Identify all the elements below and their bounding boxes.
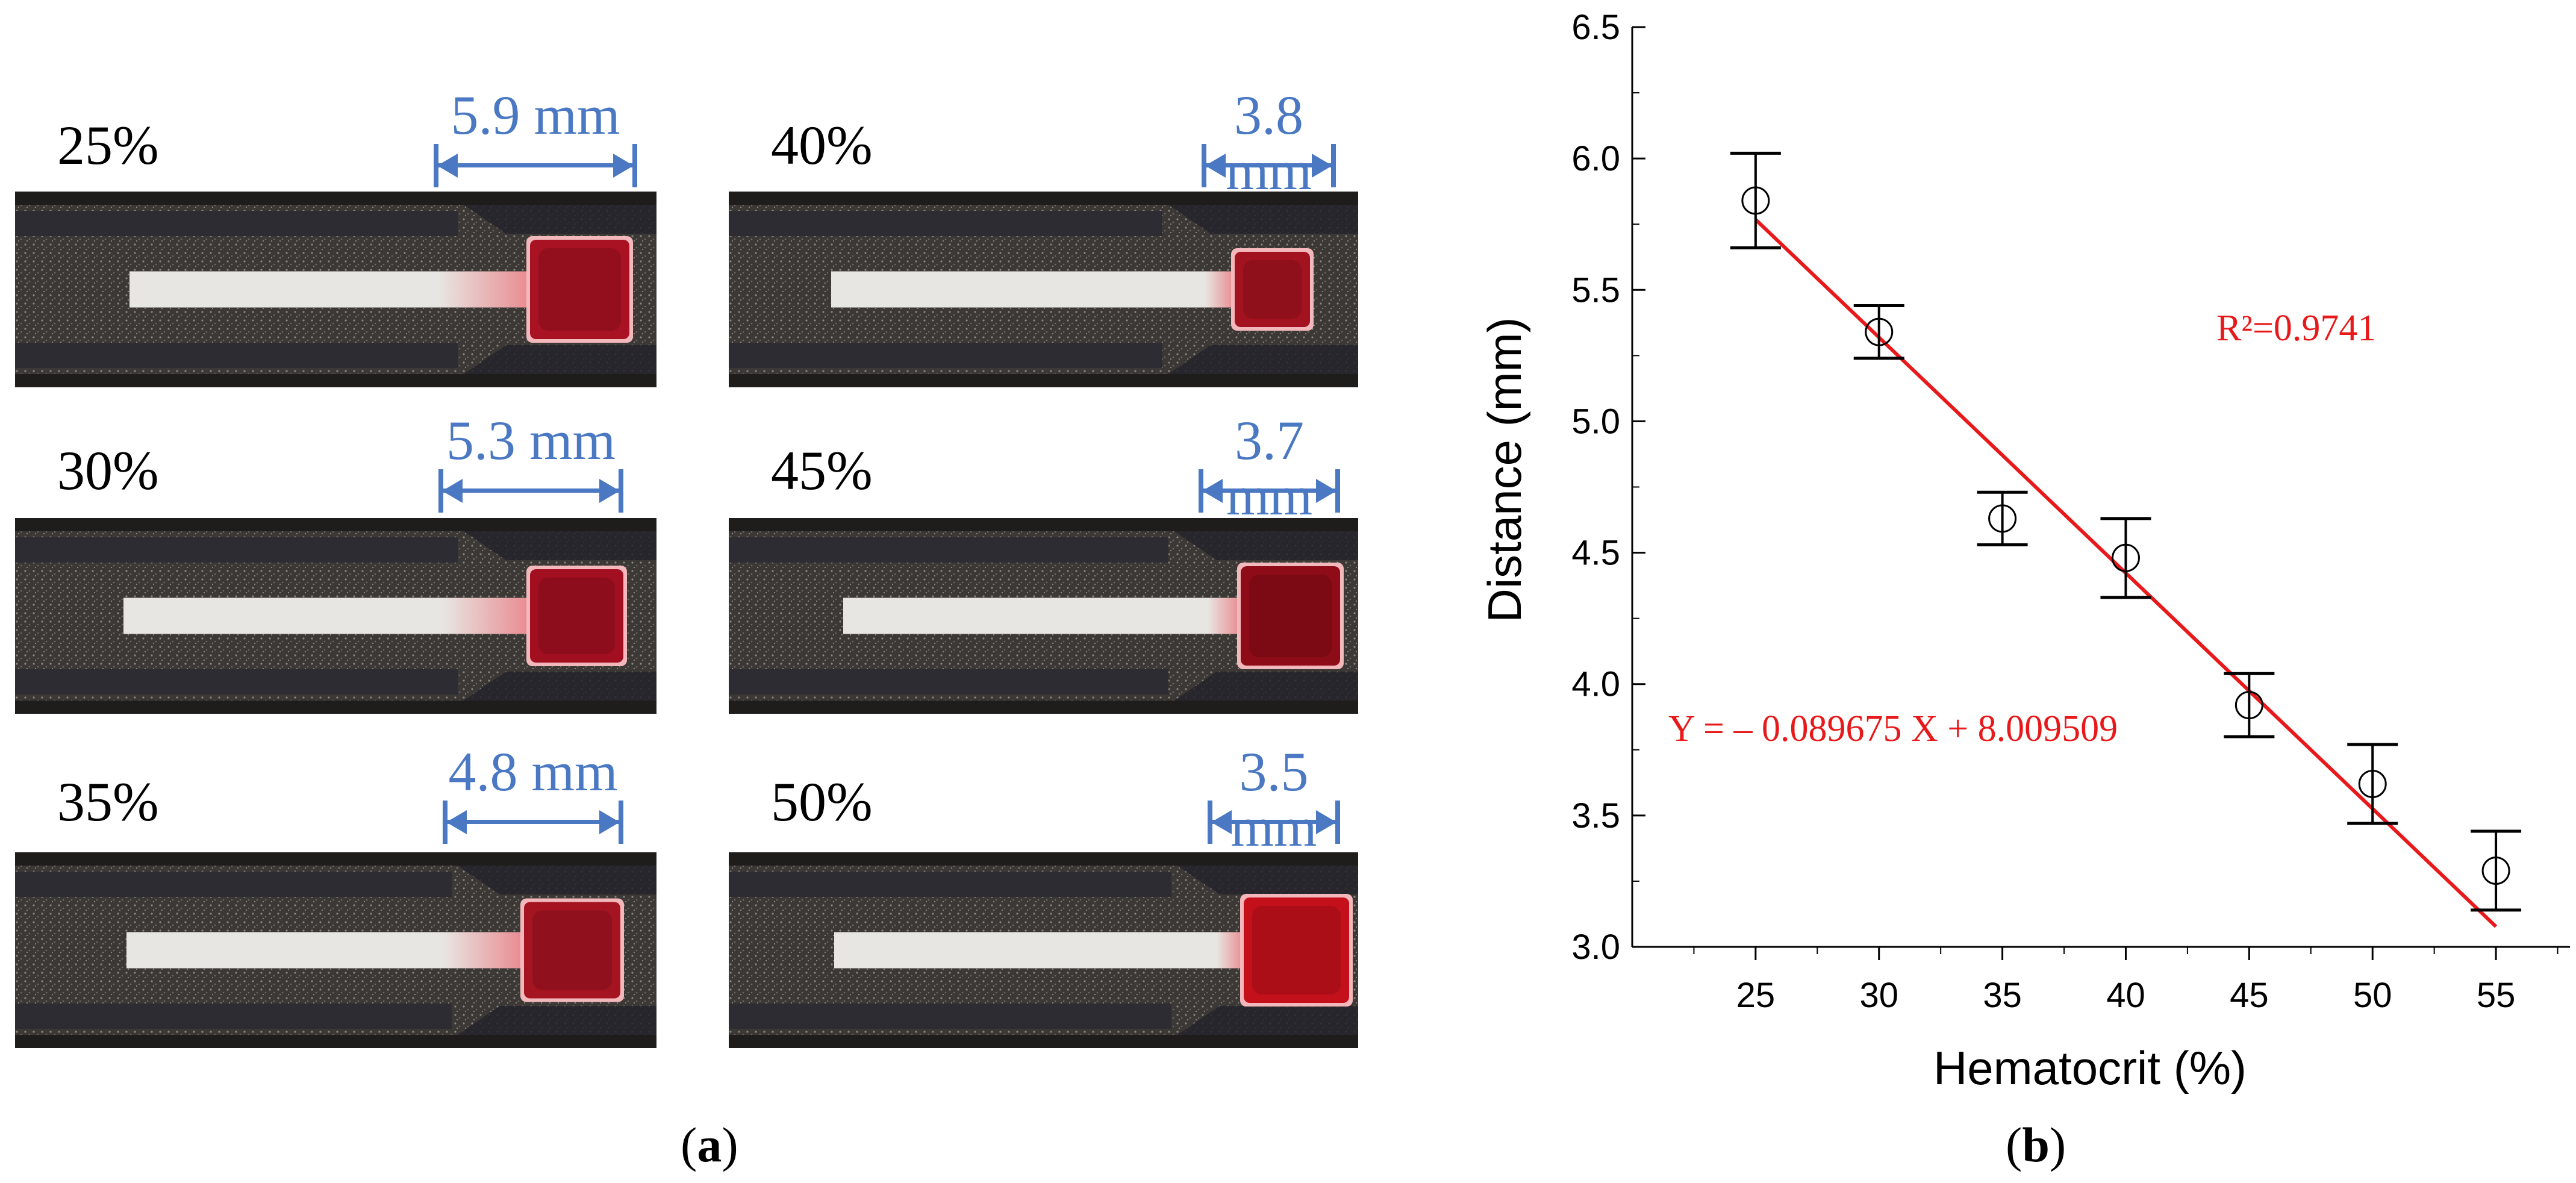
- scatter-chart: 3.0 3.5 4.0 4.5 5.0 5.5 6.0 6.5 25 30 35 40 45 50 55 Y…: [1478, 8, 2570, 1094]
- dimension-arrow: [1199, 466, 1340, 514]
- chart-axes: 3.0 3.5 4.0 4.5 5.0 5.5 6.0 6.5 25 30 35 40 45 50 55: [1571, 8, 2570, 1015]
- test-strip-photo: [15, 518, 656, 714]
- distance-measurement: 4.8 mm: [448, 741, 618, 802]
- data-point: [1730, 151, 1781, 249]
- hematocrit-label: 45%: [771, 440, 873, 501]
- hematocrit-label: 35%: [57, 771, 159, 832]
- distance-measurement: 3.7 mm: [1226, 410, 1313, 526]
- distance-measurement: 5.3 mm: [446, 410, 616, 471]
- distance-measurement: 3.5 mm: [1230, 741, 1317, 858]
- equation-label: Y = – 0.089675 X + 8.009509: [1668, 708, 2118, 749]
- data-point: [2347, 743, 2398, 825]
- y-tick-label: 4.5: [1571, 534, 1620, 573]
- hematocrit-label: 30%: [57, 440, 159, 501]
- panel-a-label: (a): [681, 1120, 738, 1170]
- x-axis-label: Hematocrit (%): [1933, 1041, 2247, 1094]
- panel-b-label: (b): [2006, 1120, 2066, 1170]
- label-letter: b: [2022, 1117, 2050, 1172]
- x-tick-label: 40: [2106, 976, 2145, 1015]
- test-strip-photo: [729, 518, 1358, 714]
- dimension-arrow: [1208, 797, 1340, 845]
- dimension-arrow: [443, 797, 623, 845]
- data-point: [1853, 304, 1904, 360]
- label-paren: ): [2049, 1117, 2066, 1172]
- y-tick-label: 6.5: [1571, 8, 1620, 47]
- hematocrit-label: 25%: [57, 114, 159, 176]
- test-strip-photo: [729, 852, 1358, 1048]
- hematocrit-label: 50%: [771, 771, 873, 832]
- data-point: [2100, 517, 2151, 599]
- y-tick-label: 3.5: [1571, 796, 1620, 835]
- data-points: [1730, 151, 2522, 912]
- data-point: [2224, 672, 2275, 738]
- x-tick-label: 55: [2477, 976, 2516, 1015]
- label-letter: a: [697, 1117, 722, 1172]
- data-point: [2471, 829, 2522, 912]
- test-strip-photo: [15, 192, 656, 387]
- hematocrit-label: 40%: [771, 114, 873, 176]
- r-squared-label: R²=0.9741: [2216, 308, 2376, 349]
- x-tick-label: 25: [1736, 976, 1776, 1015]
- test-strip-photo: [729, 192, 1358, 387]
- y-axis-label: Distance (mm): [1478, 317, 1531, 622]
- point-marker: [1741, 186, 1770, 215]
- y-tick-label: 5.0: [1571, 402, 1620, 441]
- test-strip-photo: [15, 852, 656, 1048]
- label-paren: (: [2006, 1117, 2022, 1172]
- y-tick-label: 3.0: [1571, 928, 1620, 967]
- y-tick-label: 5.5: [1571, 270, 1620, 310]
- dimension-arrow: [434, 140, 637, 189]
- y-tick-label: 4.0: [1571, 665, 1620, 704]
- x-tick-label: 50: [2353, 976, 2392, 1015]
- point-marker: [2111, 543, 2140, 572]
- x-tick-label: 30: [1859, 976, 1898, 1015]
- point-marker: [1988, 504, 2017, 533]
- y-tick-label: 6.0: [1571, 139, 1620, 178]
- point-marker: [2481, 856, 2510, 885]
- label-paren: ): [722, 1117, 738, 1172]
- dimension-arrow: [1202, 140, 1336, 189]
- distance-measurement: 3.8 mm: [1225, 84, 1312, 201]
- point-marker: [1865, 317, 1894, 346]
- x-tick-label: 35: [1983, 976, 2022, 1015]
- data-point: [1977, 490, 2028, 546]
- distance-measurement: 5.9 mm: [451, 84, 620, 146]
- point-marker: [2235, 691, 2263, 720]
- dimension-arrow: [438, 466, 623, 514]
- label-paren: (: [681, 1117, 697, 1172]
- x-tick-label: 45: [2230, 976, 2269, 1015]
- point-marker: [2358, 770, 2387, 799]
